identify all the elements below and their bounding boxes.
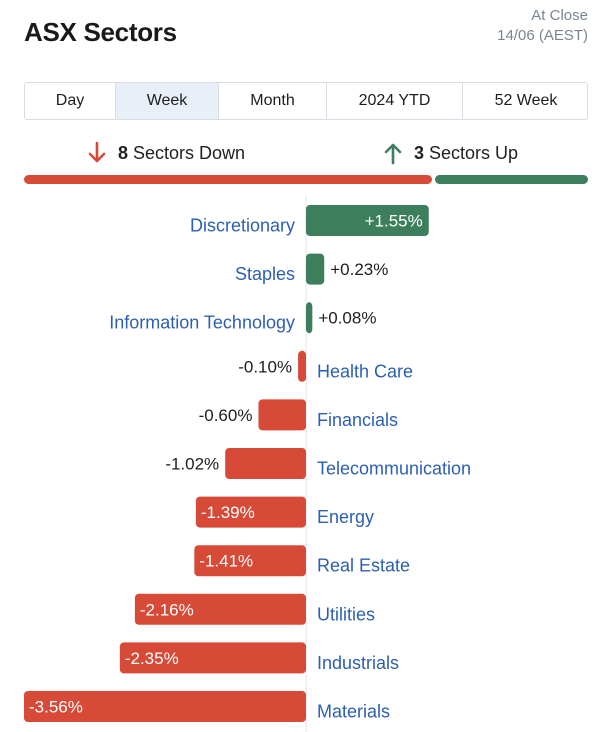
- category-label-real-estate[interactable]: Real Estate: [317, 556, 410, 576]
- tab-week[interactable]: Week: [116, 83, 219, 119]
- bar-information-technology: [306, 302, 313, 334]
- category-label-discretionary[interactable]: Discretionary: [190, 216, 295, 236]
- breadth-ratio-bar: [24, 175, 588, 184]
- value-label-staples: +0.23%: [330, 260, 388, 279]
- ratio-down-segment: [24, 175, 432, 184]
- value-label-telecommunication: -1.02%: [165, 455, 219, 474]
- bar-discretionary: [306, 205, 429, 236]
- value-label-utilities: -2.16%: [140, 600, 194, 619]
- value-label-industrials: -2.35%: [125, 649, 179, 668]
- page-title: ASX Sectors: [24, 17, 177, 47]
- tab-month[interactable]: Month: [219, 83, 327, 119]
- category-label-information-technology[interactable]: Information Technology: [109, 313, 295, 333]
- arrow-up-icon: [382, 140, 404, 166]
- category-label-telecommunication[interactable]: Telecommunication: [317, 459, 471, 479]
- close-info: At Close 14/06 (AEST): [497, 6, 588, 46]
- close-date: 14/06 (AEST): [497, 27, 588, 44]
- value-label-materials: -3.56%: [29, 698, 83, 717]
- category-label-financials[interactable]: Financials: [317, 410, 398, 430]
- bar-staples: [306, 253, 325, 285]
- category-label-industrials[interactable]: Industrials: [317, 653, 399, 673]
- category-label-health-care[interactable]: Health Care: [317, 361, 413, 381]
- tab-52-week[interactable]: 52 Week: [494, 92, 558, 109]
- sectors-down-summary: 8 Sectors Down: [86, 138, 245, 168]
- arrow-down-icon: [86, 140, 108, 166]
- ratio-up-segment: [435, 175, 588, 184]
- bar-financials: [258, 399, 306, 431]
- bar-materials: [24, 691, 306, 722]
- bar-utilities: [134, 593, 306, 625]
- value-label-energy: -1.39%: [201, 503, 255, 522]
- category-label-utilities[interactable]: Utilities: [317, 604, 375, 624]
- value-label-discretionary: +1.55%: [365, 212, 423, 231]
- sectors-up-summary: 3 Sectors Up: [382, 138, 518, 168]
- bar-telecommunication: [225, 448, 306, 479]
- bar-industrials: [119, 642, 306, 674]
- sectors-up-count: 3: [414, 142, 425, 163]
- value-label-real-estate: -1.41%: [199, 552, 253, 571]
- period-tabs: Day Week Month 2024 YTD 52 Week: [24, 82, 588, 120]
- category-label-energy[interactable]: Energy: [317, 507, 374, 527]
- value-label-financials: -0.60%: [199, 406, 253, 425]
- tab-day[interactable]: Day: [25, 83, 116, 119]
- sectors-down-count: 8: [118, 142, 129, 163]
- sectors-down-label: Sectors Down: [133, 142, 246, 163]
- sectors-bar-chart: +1.55% Discretionary +0.23% Staples +0.08% In…: [24, 196, 471, 732]
- category-label-materials[interactable]: Materials: [317, 702, 390, 722]
- value-label-information-technology: +0.08%: [318, 309, 376, 328]
- category-label-staples[interactable]: Staples: [235, 264, 295, 284]
- sectors-up-label: Sectors Up: [429, 142, 519, 163]
- bar-real-estate: [194, 545, 306, 577]
- bar-health-care: [298, 350, 306, 382]
- value-label-health-care: -0.10%: [238, 357, 292, 376]
- close-label: At Close: [531, 7, 588, 24]
- bar-energy: [195, 496, 306, 528]
- tab-2024-ytd[interactable]: 2024 YTD: [327, 83, 463, 119]
